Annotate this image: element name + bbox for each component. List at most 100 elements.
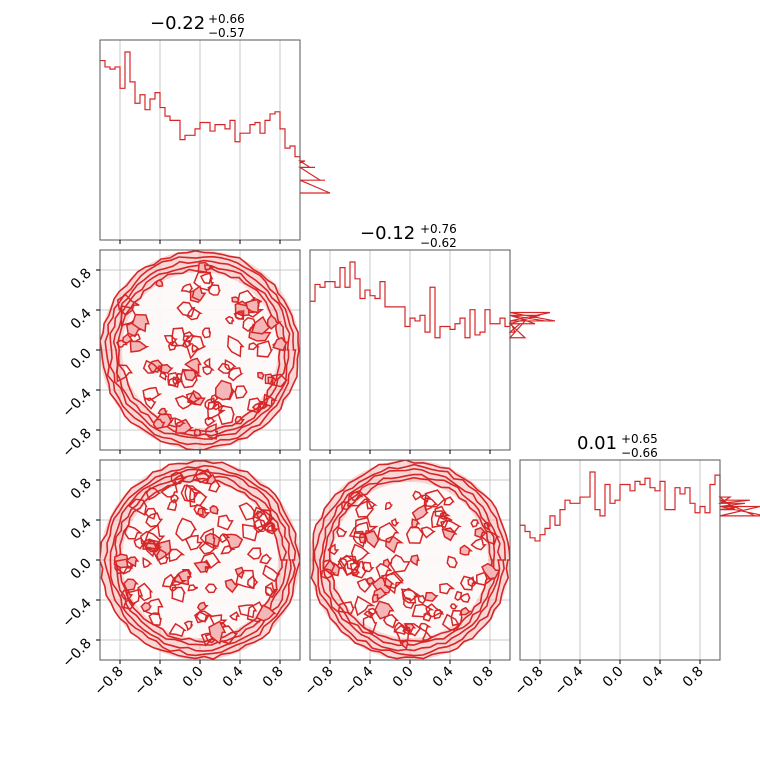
- contour-blob: [192, 468, 212, 485]
- contour-blob: [409, 554, 420, 567]
- contour-blob: [433, 608, 445, 620]
- contour-panel-1: −0.8 −0.4 0.0 0.4 0.8: [59, 249, 301, 461]
- contour-blob: [443, 496, 455, 506]
- title-param-2: −0.12 +0.76 −0.62: [360, 222, 457, 250]
- contour-blob: [446, 555, 458, 569]
- contour-blob: [246, 547, 263, 560]
- contour-blob: [373, 600, 395, 620]
- contour-ring: [112, 264, 287, 437]
- contour-blob: [170, 471, 188, 485]
- contour-blob: [204, 397, 219, 410]
- histogram-step: [310, 261, 556, 339]
- contour-blob: [423, 497, 439, 512]
- contour-blob: [366, 498, 378, 510]
- contour-blob: [402, 626, 412, 635]
- contour-blob: [259, 553, 273, 565]
- title-3-median: 0.01: [577, 433, 617, 454]
- y-tick-label: 0.0: [68, 556, 95, 583]
- contour-blob: [122, 333, 134, 344]
- contour-blob: [350, 543, 371, 565]
- contour-blob: [411, 603, 435, 618]
- contour-blob: [262, 564, 281, 583]
- contour-blob: [246, 397, 267, 414]
- contour-blob: [168, 548, 186, 563]
- contour-blob: [376, 522, 400, 544]
- contour-blob: [474, 526, 487, 539]
- contour-ring: [104, 255, 297, 446]
- contour-blob: [205, 423, 219, 440]
- contour-blob: [327, 543, 340, 556]
- histogram-step: [100, 51, 331, 194]
- contour-blob: [200, 552, 222, 570]
- y-tick-label: −0.4: [59, 385, 94, 420]
- contour-blob: [227, 334, 245, 358]
- contour-blob: [179, 368, 198, 389]
- contour-ring: [109, 468, 292, 652]
- contour-blob: [252, 510, 266, 520]
- contour-blob: [206, 473, 218, 485]
- contour-group: [100, 460, 300, 660]
- contour-blob: [389, 554, 411, 573]
- contour-blob: [250, 315, 273, 335]
- contour-blob: [161, 573, 178, 588]
- contour-blob: [234, 416, 245, 425]
- x-tick-label: 0.4: [430, 663, 457, 690]
- title-2-minus: −0.62: [420, 236, 457, 250]
- contour-blob: [390, 517, 400, 527]
- contour-blob: [470, 537, 487, 551]
- contour-blob: [140, 601, 152, 613]
- y-tick-label: 0.8: [68, 476, 95, 503]
- y-tick-label: 0.4: [68, 515, 95, 542]
- contour-blob: [234, 385, 248, 399]
- contour-blob: [157, 407, 168, 416]
- contour-blob: [203, 264, 215, 271]
- contour-blob: [234, 566, 245, 580]
- contour-blob: [368, 607, 379, 616]
- contour-blob: [459, 544, 474, 556]
- contour-blob: [182, 369, 202, 382]
- contour-ring: [310, 460, 510, 660]
- contour-blob: [173, 474, 185, 485]
- contour-blob: [160, 363, 174, 374]
- contour-blob: [208, 620, 227, 645]
- y-tick-label: −0.4: [59, 595, 94, 630]
- x-tick-label: −0.4: [341, 663, 376, 698]
- x-tick-label: −0.4: [131, 663, 166, 698]
- title-1-plus: +0.66: [208, 12, 245, 26]
- contour-blob: [470, 519, 480, 528]
- contour-blob: [209, 504, 220, 515]
- contour-blob: [475, 571, 494, 586]
- contour-blob: [221, 533, 244, 550]
- contour-blob: [354, 595, 376, 617]
- contour-blob: [483, 521, 492, 531]
- contour-blob: [168, 622, 188, 638]
- x-tick-label: 0.8: [680, 664, 707, 691]
- contour-blob: [412, 490, 424, 501]
- contour-blob: [257, 371, 265, 380]
- y-tick-label: 0.4: [68, 305, 95, 332]
- contour-blob: [337, 601, 356, 615]
- x-tick-label: −0.8: [511, 664, 546, 699]
- contour-blob: [238, 502, 255, 521]
- contour-blob: [405, 526, 425, 544]
- contour-blob: [349, 560, 368, 579]
- contour-blob: [440, 519, 463, 534]
- contour-blob: [218, 533, 231, 544]
- x-tick-label: 0.8: [260, 664, 287, 691]
- contour-blob: [320, 568, 337, 580]
- title-1-minus: −0.57: [208, 26, 245, 40]
- contour-blob: [155, 279, 164, 288]
- contour-blob: [418, 622, 432, 633]
- contour-panel-2: −0.8 −0.4 0.0 0.4 0.8−0.8−0.40.00.40.8: [59, 459, 301, 699]
- contour-blob: [182, 331, 196, 344]
- contour-blob: [355, 499, 375, 518]
- contour-blob: [196, 601, 209, 612]
- contour-blob: [366, 576, 376, 586]
- contour-blob: [170, 494, 180, 504]
- contour-blob: [251, 402, 261, 412]
- contour-blob: [336, 526, 348, 537]
- contour-blob: [176, 301, 196, 318]
- contour-blob: [436, 515, 453, 529]
- contour-blob: [186, 307, 203, 321]
- contour-blob: [142, 386, 163, 402]
